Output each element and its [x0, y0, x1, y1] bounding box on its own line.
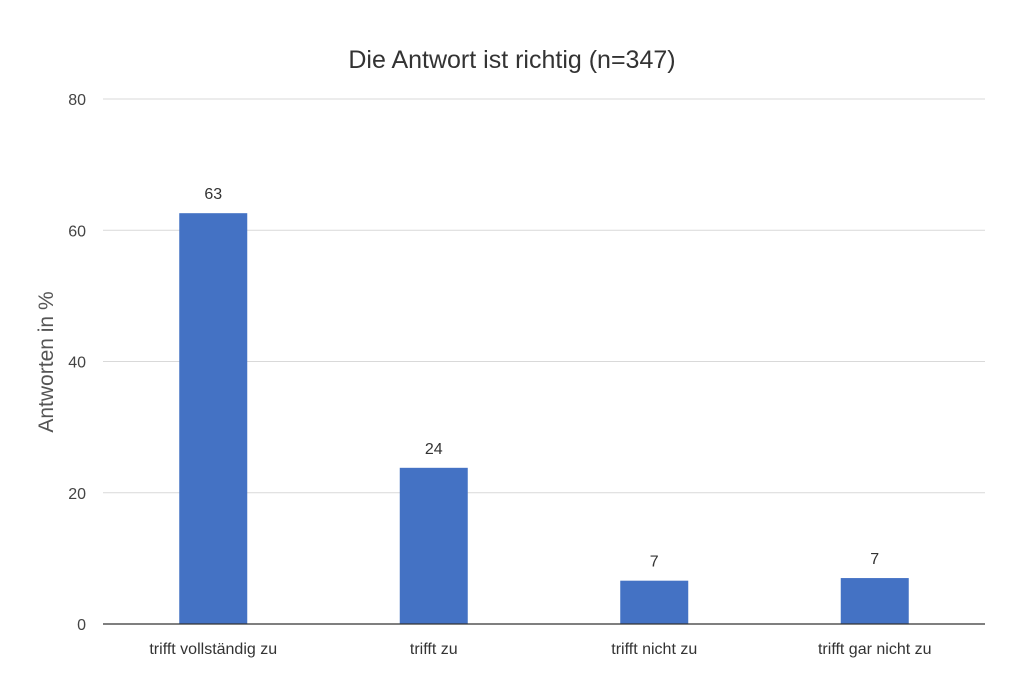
x-tick-label: trifft nicht zu: [611, 641, 697, 658]
y-tick-label: 0: [77, 617, 86, 634]
grid-lines: [103, 98, 985, 494]
bar: [399, 467, 468, 624]
y-tick-label: 20: [68, 486, 86, 503]
bars: [179, 213, 909, 624]
x-axis-ticks: trifft vollständig zu trifft zu trifft nic…: [149, 641, 931, 658]
y-axis-ticks: 0 20 40 60 80: [68, 92, 86, 634]
bar-data-label: 63: [204, 186, 222, 203]
bar: [179, 213, 248, 624]
bar: [620, 580, 689, 624]
bar: [840, 578, 909, 624]
y-tick-label: 60: [68, 223, 86, 240]
y-tick-label: 40: [68, 355, 86, 372]
bar-data-label: 7: [870, 551, 879, 568]
x-tick-label: trifft vollständig zu: [149, 641, 277, 658]
bar-data-label: 24: [425, 441, 443, 458]
x-tick-label: trifft gar nicht zu: [818, 641, 932, 658]
bar-data-label: 7: [650, 554, 659, 571]
x-tick-label: trifft zu: [410, 641, 458, 658]
data-labels: 63 24 7 7: [204, 186, 879, 571]
chart-title: Die Antwort ist richtig (n=347): [348, 46, 675, 74]
y-axis-label: Antworten in %: [35, 291, 58, 432]
y-tick-label: 80: [68, 92, 86, 109]
